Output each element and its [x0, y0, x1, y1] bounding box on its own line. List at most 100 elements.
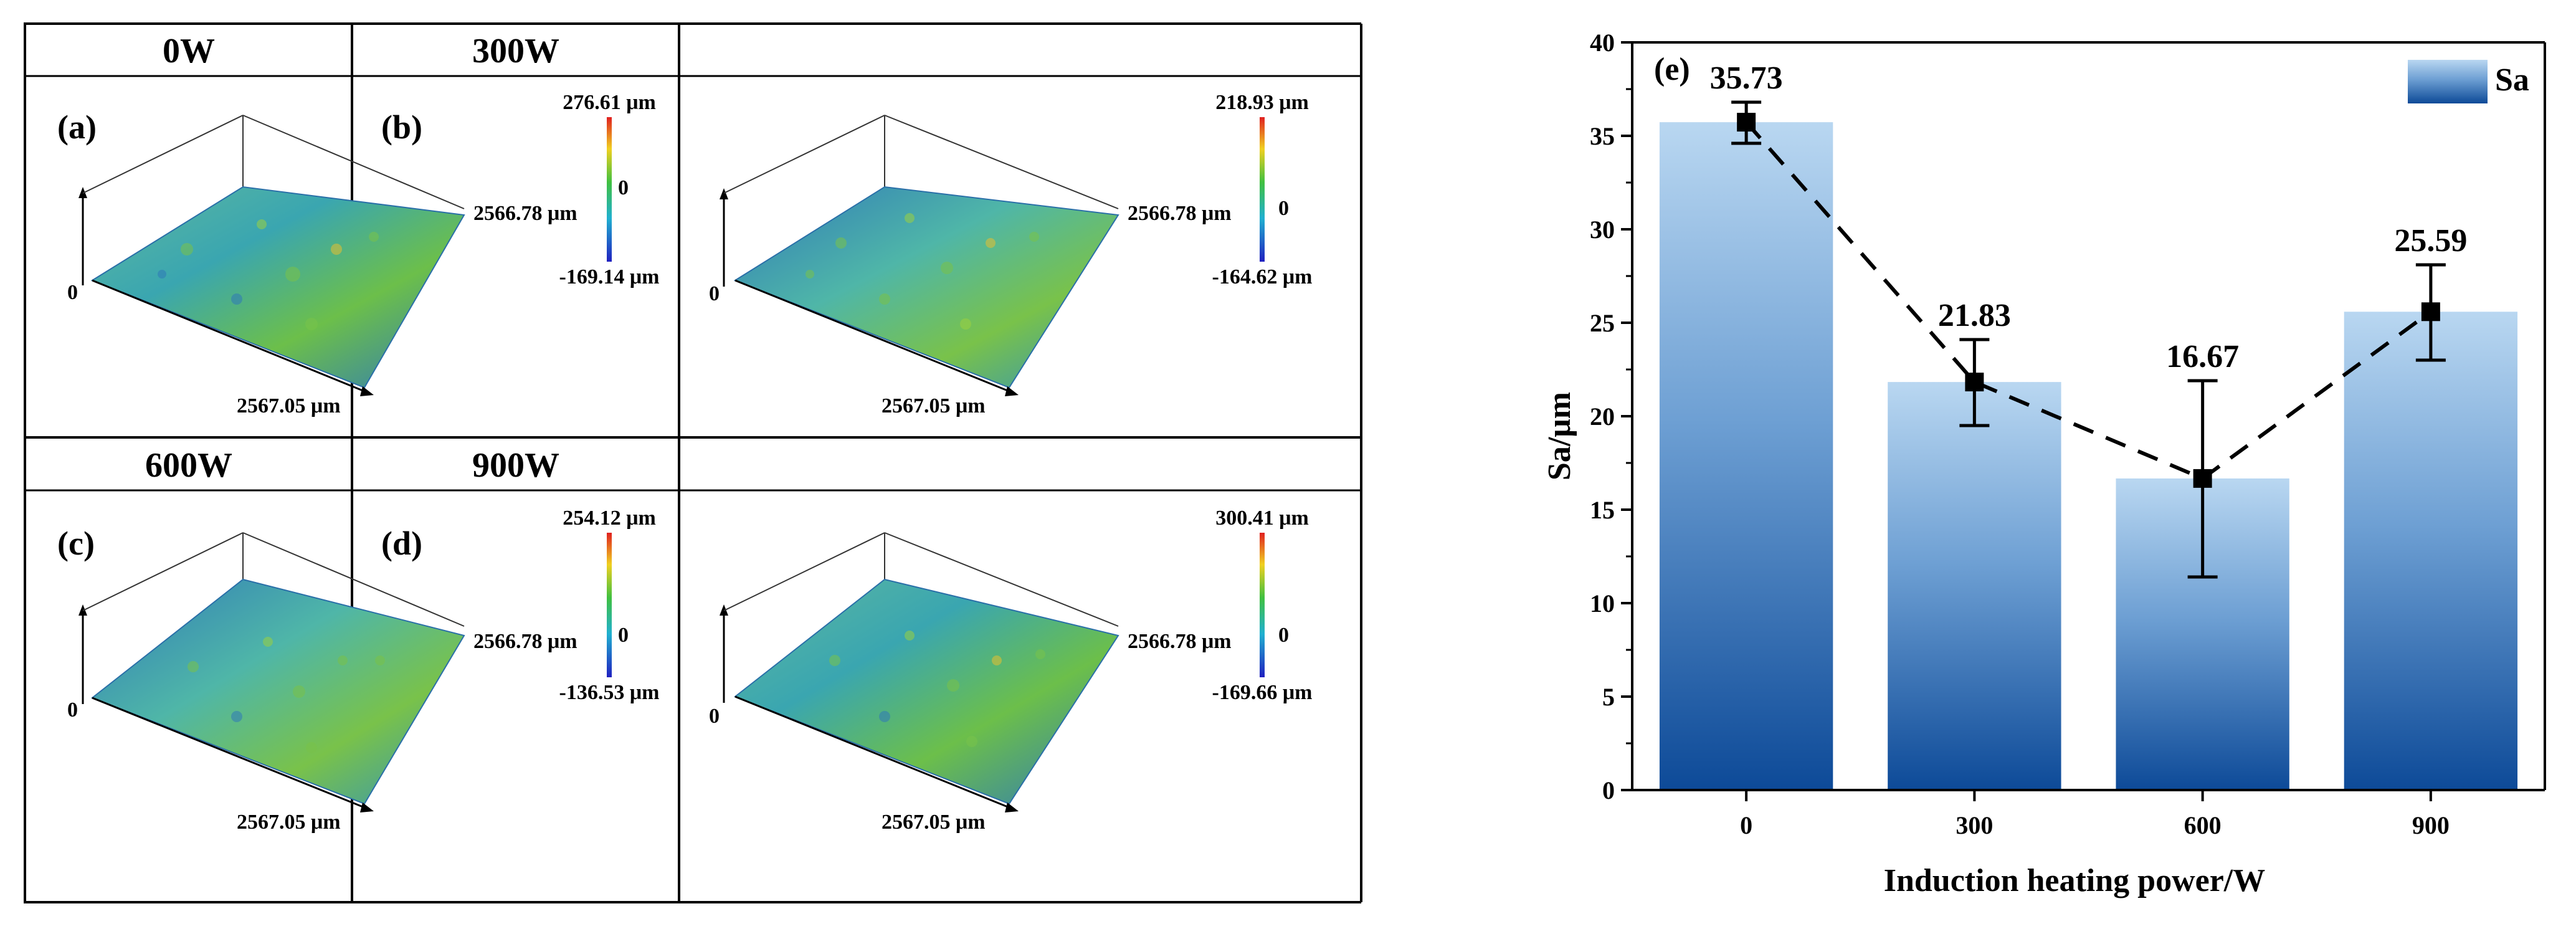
x-axis-arrow	[1005, 803, 1019, 812]
value-label: 16.67	[2166, 339, 2239, 374]
y-tick-label: 0	[1602, 776, 1615, 804]
y-length-label: 2566.78 μm	[473, 202, 577, 225]
value-label: 21.83	[1938, 298, 2011, 333]
value-labels-layer: 35.73 21.83 16.67 25.59	[1710, 60, 2468, 374]
x-axis	[734, 279, 1010, 393]
y-length-label: 2566.78 μm	[1128, 630, 1232, 653]
x-tick-label: 900	[2412, 811, 2450, 839]
y-tick-label: 35	[1590, 122, 1615, 150]
back-edge	[242, 532, 465, 627]
panel-letter-e: (e)	[1654, 52, 1690, 87]
surface-texture	[158, 219, 379, 330]
panel-letter: (a)	[57, 108, 97, 146]
surface-map	[90, 186, 465, 389]
panel-letter: (b)	[381, 108, 422, 146]
legend-label: Sa	[2495, 62, 2529, 98]
y-tick-label: 40	[1590, 29, 1615, 57]
panel-letter: (d)	[381, 525, 422, 562]
bar-900	[2344, 312, 2518, 790]
legend: Sa	[2408, 60, 2529, 103]
x-length-label: 2567.05 μm	[882, 811, 986, 834]
surface-map	[91, 578, 465, 805]
origin-label: 0	[67, 281, 78, 304]
mean-marker-300	[1965, 373, 1984, 392]
bar-0	[1659, 122, 1833, 791]
mean-marker-600	[2193, 469, 2212, 488]
y-tick-label: 5	[1602, 683, 1615, 711]
y-length-label: 2566.78 μm	[473, 630, 577, 653]
z-zero-label: 0	[1278, 197, 1289, 220]
x-ticks-layer: 0 300 600 900	[1740, 790, 2450, 839]
surface-panel-300w: 300W (b) 0 2566.78 μm 2567.05 μm 218.93 …	[381, 32, 1312, 417]
z-max-label: 254.12 μm	[563, 507, 656, 530]
surface-texture	[829, 631, 1045, 747]
back-edge	[884, 115, 1119, 209]
surface-grid: 0W (a) 0 2566.78 μm 2567.05 μm 276.61 μm…	[24, 22, 1362, 903]
panel-title: 300W	[472, 32, 559, 70]
z-axis-arrow	[720, 188, 728, 199]
y-length-label: 2566.78 μm	[1128, 202, 1232, 225]
x-axis-arrow	[360, 803, 374, 812]
y-tick-label: 25	[1590, 309, 1615, 337]
height-scale-bar	[607, 533, 612, 677]
bars-layer	[1659, 122, 2518, 791]
surface-texture	[806, 213, 1039, 330]
markers-layer	[1737, 113, 2440, 488]
bar-300	[1888, 382, 2061, 790]
x-axis-arrow	[360, 386, 374, 396]
surface-texture	[188, 637, 385, 753]
panel-title: 600W	[145, 446, 232, 485]
z-max-label: 218.93 μm	[1215, 91, 1309, 114]
back-edge	[723, 532, 885, 611]
surface-panel-900w: 900W (d) 0 2566.78 μm 2567.05 μm 300.41 …	[381, 446, 1312, 834]
z-min-label: -169.66 μm	[1212, 681, 1313, 704]
x-axis-title: Induction heating power/W	[1884, 863, 2266, 898]
y-tick-label: 20	[1590, 403, 1615, 431]
x-tick-label: 600	[2184, 811, 2222, 839]
x-length-label: 2567.05 μm	[882, 394, 986, 417]
value-label: 35.73	[1710, 60, 1783, 96]
back-edge	[242, 115, 465, 209]
surface-map	[733, 186, 1119, 389]
origin-label: 0	[67, 698, 78, 722]
height-scale-bar	[607, 117, 612, 262]
x-tick-label: 300	[1956, 811, 1993, 839]
z-max-label: 300.41 μm	[1215, 507, 1309, 530]
y-tick-label: 10	[1590, 589, 1615, 617]
back-edge	[723, 115, 885, 194]
x-tick-label: 0	[1740, 811, 1752, 839]
y-tick-label: 15	[1590, 496, 1615, 524]
surface-panel-600w: 600W (c) 0 2566.78 μm 2567.05 μm 254.12 …	[57, 446, 659, 834]
height-scale-bar	[1260, 117, 1265, 262]
z-zero-label: 0	[618, 176, 629, 199]
trend-layer	[1744, 121, 2432, 481]
mean-marker-900	[2421, 302, 2440, 322]
z-zero-label: 0	[618, 624, 629, 647]
origin-label: 0	[709, 282, 720, 305]
panel-letter: (c)	[57, 525, 95, 562]
panel-title: 900W	[472, 446, 559, 485]
back-edge	[82, 115, 244, 194]
sa-bar-chart: 35.73 21.83 16.67 25.59 0 5 10 15 20 25 30 35 40 0 3…	[1542, 29, 2546, 898]
x-axis-arrow	[1005, 386, 1019, 396]
x-axis	[734, 695, 1010, 809]
back-edge	[82, 532, 244, 611]
x-length-label: 2567.05 μm	[237, 394, 341, 417]
y-tick-label: 30	[1590, 216, 1615, 244]
mean-marker-0	[1737, 113, 1756, 132]
legend-swatch	[2408, 60, 2488, 103]
panel-title: 0W	[163, 32, 215, 70]
error-bars-layer	[1731, 100, 2446, 579]
surface-panel-0w: 0W (a) 0 2566.78 μm 2567.05 μm 276.61 μm…	[57, 32, 659, 417]
y-axis-title: Sa/μm	[1542, 392, 1577, 480]
z-zero-label: 0	[1278, 624, 1289, 647]
x-length-label: 2567.05 μm	[237, 811, 341, 834]
z-min-label: -169.14 μm	[559, 265, 660, 288]
surface-map	[734, 578, 1119, 805]
z-max-label: 276.61 μm	[563, 91, 656, 114]
trend-line	[1744, 121, 2432, 481]
value-label: 25.59	[2394, 223, 2467, 259]
z-min-label: -164.62 μm	[1212, 265, 1313, 288]
